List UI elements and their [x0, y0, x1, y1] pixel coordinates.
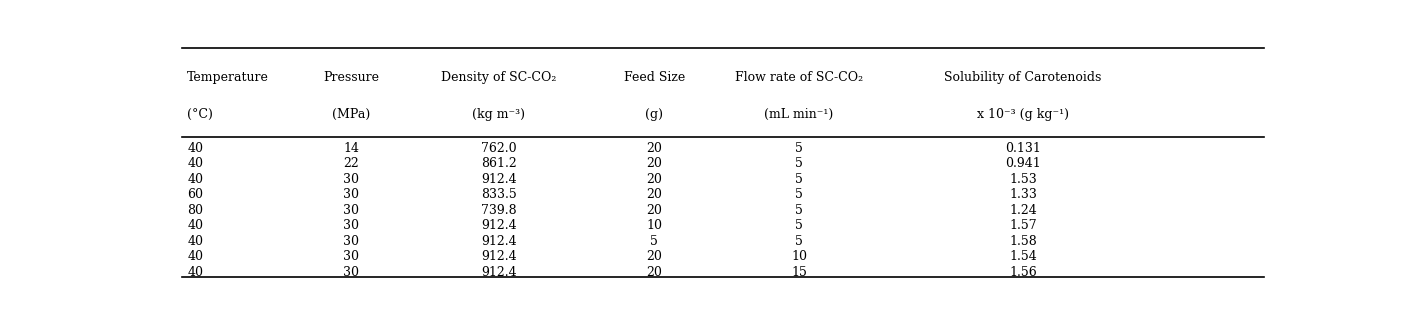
Text: 30: 30 [343, 219, 360, 232]
Text: 5: 5 [795, 188, 804, 201]
Text: 5: 5 [795, 219, 804, 232]
Text: 30: 30 [343, 250, 360, 263]
Text: 833.5: 833.5 [481, 188, 516, 201]
Text: 912.4: 912.4 [481, 266, 516, 279]
Text: 0.131: 0.131 [1005, 141, 1041, 155]
Text: 912.4: 912.4 [481, 219, 516, 232]
Text: 5: 5 [795, 235, 804, 248]
Text: Pressure: Pressure [323, 71, 379, 84]
Text: (MPa): (MPa) [331, 108, 371, 121]
Text: 14: 14 [343, 141, 360, 155]
Text: 1.58: 1.58 [1010, 235, 1036, 248]
Text: Density of SC-CO₂: Density of SC-CO₂ [441, 71, 557, 84]
Text: 739.8: 739.8 [481, 204, 516, 217]
Text: (kg m⁻³): (kg m⁻³) [472, 108, 525, 121]
Text: x 10⁻³ (g kg⁻¹): x 10⁻³ (g kg⁻¹) [977, 108, 1069, 121]
Text: 40: 40 [188, 219, 203, 232]
Text: 1.56: 1.56 [1010, 266, 1036, 279]
Text: Solubility of Carotenoids: Solubility of Carotenoids [945, 71, 1101, 84]
Text: 1.54: 1.54 [1010, 250, 1036, 263]
Text: 22: 22 [343, 157, 360, 170]
Text: 40: 40 [188, 141, 203, 155]
Text: 30: 30 [343, 188, 360, 201]
Text: 1.53: 1.53 [1010, 172, 1036, 186]
Text: 40: 40 [188, 250, 203, 263]
Text: Feed Size: Feed Size [623, 71, 685, 84]
Text: 5: 5 [795, 204, 804, 217]
Text: 5: 5 [795, 141, 804, 155]
Text: 60: 60 [188, 188, 203, 201]
Text: 40: 40 [188, 172, 203, 186]
Text: 10: 10 [646, 219, 663, 232]
Text: 5: 5 [795, 172, 804, 186]
Text: 20: 20 [646, 157, 663, 170]
Text: 762.0: 762.0 [481, 141, 516, 155]
Text: 20: 20 [646, 250, 663, 263]
Text: 30: 30 [343, 172, 360, 186]
Text: 5: 5 [650, 235, 658, 248]
Text: 5: 5 [795, 157, 804, 170]
Text: 1.57: 1.57 [1010, 219, 1036, 232]
Text: 0.941: 0.941 [1005, 157, 1041, 170]
Text: 80: 80 [188, 204, 203, 217]
Text: Flow rate of SC-CO₂: Flow rate of SC-CO₂ [735, 71, 863, 84]
Text: 20: 20 [646, 266, 663, 279]
Text: 861.2: 861.2 [481, 157, 516, 170]
Text: 20: 20 [646, 141, 663, 155]
Text: (°C): (°C) [188, 108, 213, 121]
Text: 1.24: 1.24 [1010, 204, 1036, 217]
Text: 30: 30 [343, 266, 360, 279]
Text: 30: 30 [343, 204, 360, 217]
Text: (g): (g) [646, 108, 663, 121]
Text: 20: 20 [646, 172, 663, 186]
Text: 40: 40 [188, 157, 203, 170]
Text: 912.4: 912.4 [481, 235, 516, 248]
Text: 30: 30 [343, 235, 360, 248]
Text: Temperature: Temperature [188, 71, 269, 84]
Text: 40: 40 [188, 266, 203, 279]
Text: 912.4: 912.4 [481, 172, 516, 186]
Text: 912.4: 912.4 [481, 250, 516, 263]
Text: 15: 15 [791, 266, 807, 279]
Text: 1.33: 1.33 [1010, 188, 1038, 201]
Text: (mL min⁻¹): (mL min⁻¹) [764, 108, 833, 121]
Text: 20: 20 [646, 188, 663, 201]
Text: 20: 20 [646, 204, 663, 217]
Text: 10: 10 [791, 250, 807, 263]
Text: 40: 40 [188, 235, 203, 248]
